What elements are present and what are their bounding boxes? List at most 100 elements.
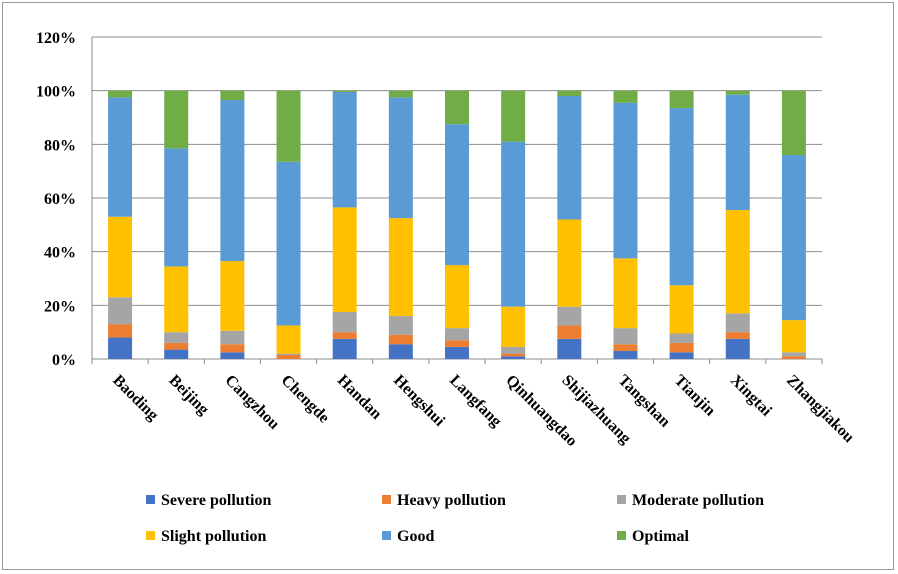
x-tick-label: Handan xyxy=(334,372,385,423)
bar-segment-heavy-pollution xyxy=(501,353,526,357)
bar-segment-heavy-pollution xyxy=(108,324,133,338)
y-axis-ticks: 0% 20% 40% 60% 80% 100% 120% xyxy=(36,30,76,369)
bar-segment-moderate-pollution xyxy=(501,346,526,354)
bar-segment-severe-pollution xyxy=(220,352,245,359)
bar-segment-good xyxy=(669,108,694,286)
bar-segment-good xyxy=(164,148,189,267)
bar-segment-moderate-pollution xyxy=(445,328,469,341)
legend-label: Heavy pollution xyxy=(397,492,506,509)
legend-swatch xyxy=(617,531,626,540)
bar-segment-good xyxy=(276,161,301,326)
bar-segment-moderate-pollution xyxy=(332,312,357,333)
bar-segment-moderate-pollution xyxy=(613,328,638,345)
bar-segment-optimal xyxy=(388,90,413,98)
legend-label: Good xyxy=(397,528,434,545)
bar-segment-heavy-pollution xyxy=(557,325,582,339)
bar-segment-heavy-pollution xyxy=(669,342,694,353)
bar-segment-optimal xyxy=(108,90,133,98)
bar-segment-slight-pollution xyxy=(388,218,413,317)
x-tick-label: Beijing xyxy=(165,372,212,419)
bar-segment-optimal xyxy=(164,90,189,149)
bar-segment-good xyxy=(781,155,806,321)
legend-swatch xyxy=(382,531,391,540)
bar-segment-good xyxy=(557,96,582,220)
x-tick-label: Xingtai xyxy=(727,372,775,420)
legend-label: Optimal xyxy=(632,528,689,545)
y-tick-label: 0% xyxy=(52,352,76,369)
bar-segment-good xyxy=(613,102,638,259)
bar-segment-slight-pollution xyxy=(557,219,582,307)
y-tick-label: 120% xyxy=(36,30,76,47)
x-tick-label: Hengshui xyxy=(390,372,448,430)
bar-segment-heavy-pollution xyxy=(220,344,245,353)
bar-segment-optimal xyxy=(220,90,245,101)
bar-segment-severe-pollution xyxy=(613,350,638,359)
bar-segment-severe-pollution xyxy=(669,352,694,359)
x-tick-label: Baoding xyxy=(109,372,161,424)
bar-segment-optimal xyxy=(557,90,582,97)
legend-label: Severe pollution xyxy=(161,492,271,509)
x-tick-label: Tianjin xyxy=(671,372,719,420)
bar-segment-good xyxy=(332,92,357,208)
bar-segment-optimal xyxy=(669,90,694,109)
bar-segment-moderate-pollution xyxy=(669,333,694,343)
bar-segment-slight-pollution xyxy=(501,306,526,347)
bar-segment-severe-pollution xyxy=(445,346,469,359)
x-tick-label: Cangzhou xyxy=(222,372,283,433)
bar-segment-heavy-pollution xyxy=(332,332,357,339)
bar-segment-moderate-pollution xyxy=(164,332,189,343)
x-tick-label: Zhangjiakou xyxy=(783,372,857,446)
legend-swatch xyxy=(146,531,155,540)
y-tick-label: 20% xyxy=(44,298,76,315)
bar-segment-slight-pollution xyxy=(332,207,357,313)
bar-segment-severe-pollution xyxy=(332,338,357,359)
bar-segment-heavy-pollution xyxy=(164,342,189,350)
bar-segment-heavy-pollution xyxy=(276,354,301,359)
bar-segment-heavy-pollution xyxy=(725,332,750,339)
bar-segment-slight-pollution xyxy=(669,285,694,334)
y-tick-label: 80% xyxy=(44,137,76,154)
bar-segment-optimal xyxy=(613,90,638,103)
y-tick-label: 60% xyxy=(44,191,76,208)
legend-swatch xyxy=(382,495,391,504)
y-tick-label: 100% xyxy=(36,84,76,101)
bar-segment-optimal xyxy=(332,90,357,93)
bar-segment-slight-pollution xyxy=(445,265,469,329)
bars xyxy=(108,90,806,359)
bar-segment-slight-pollution xyxy=(781,320,806,353)
legend: Severe pollution Heavy pollution Moderate … xyxy=(146,492,764,545)
bar-segment-moderate-pollution xyxy=(108,297,133,325)
bar-segment-slight-pollution xyxy=(108,216,133,298)
bar-segment-severe-pollution xyxy=(388,344,413,359)
bar-segment-severe-pollution xyxy=(725,338,750,359)
bar-segment-optimal xyxy=(725,90,750,95)
bar-segment-good xyxy=(220,100,245,262)
bar-segment-good xyxy=(501,141,526,307)
x-tick-label: Tangshan xyxy=(615,372,674,431)
bar-segment-heavy-pollution xyxy=(613,344,638,351)
bar-segment-good xyxy=(388,97,413,219)
bar-segment-slight-pollution xyxy=(725,210,750,314)
y-tick-label: 40% xyxy=(44,245,76,262)
bar-segment-moderate-pollution xyxy=(276,353,301,355)
bar-segment-slight-pollution xyxy=(220,261,245,331)
bar-segment-optimal xyxy=(501,90,526,142)
legend-swatch xyxy=(617,495,626,504)
bar-segment-slight-pollution xyxy=(164,266,189,333)
bar-segment-heavy-pollution xyxy=(388,334,413,345)
bar-segment-severe-pollution xyxy=(108,337,133,359)
bar-segment-good xyxy=(725,94,750,211)
x-tick-label: Langfang xyxy=(446,372,505,431)
bar-segment-optimal xyxy=(445,90,469,125)
bar-segment-slight-pollution xyxy=(613,258,638,329)
legend-label: Moderate pollution xyxy=(632,492,764,509)
bar-segment-severe-pollution xyxy=(501,356,526,359)
legend-label: Slight pollution xyxy=(161,528,266,545)
bar-segment-slight-pollution xyxy=(276,325,301,354)
bar-segment-heavy-pollution xyxy=(781,356,806,359)
x-tick-label: Chengde xyxy=(278,372,333,427)
bar-segment-moderate-pollution xyxy=(725,313,750,333)
bar-segment-optimal xyxy=(781,90,806,156)
